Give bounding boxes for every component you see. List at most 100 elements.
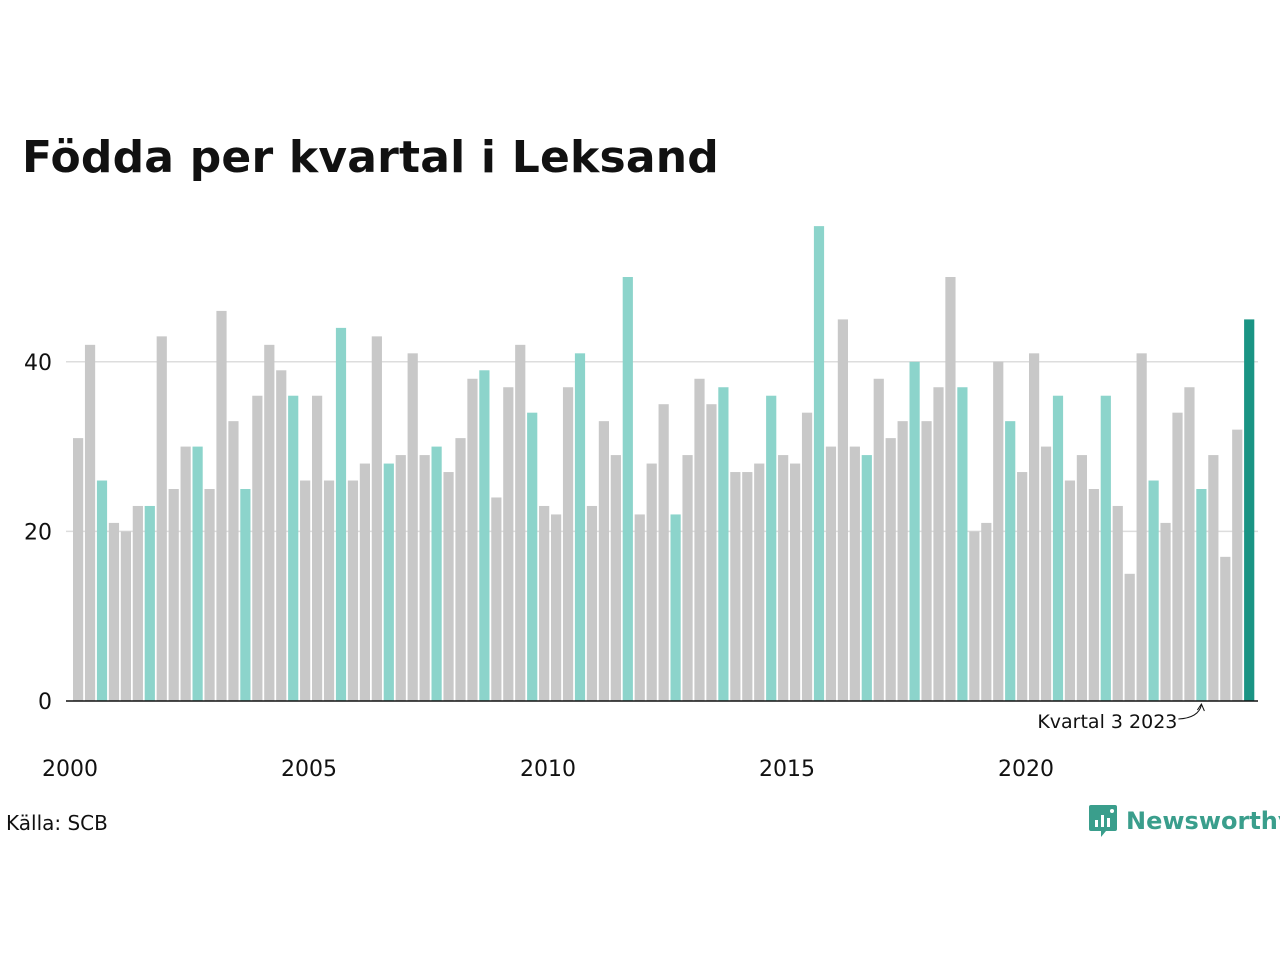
bar-2000-Q1 <box>73 438 84 701</box>
bar-2015-Q4 <box>825 446 837 701</box>
bar-2005-Q1 <box>312 395 323 701</box>
annotation-arrow <box>1178 704 1202 720</box>
bar-2014-Q2 <box>754 463 765 701</box>
bar-2008-Q1 <box>455 438 466 701</box>
bar-2012-Q1 <box>646 463 657 701</box>
bar-2011-Q4 <box>634 514 645 701</box>
annotation: Kvartal 3 2023 <box>1037 702 1205 733</box>
bar-2019-Q2 <box>993 361 1004 701</box>
chart-title: Födda per kvartal i Leksand <box>22 132 719 183</box>
bar-2022-Q2 <box>1136 353 1147 701</box>
bar-2009-Q4 <box>539 505 550 701</box>
bar-2011-Q2 <box>610 455 621 701</box>
bar-2017-Q1 <box>885 438 896 701</box>
y-tick-label: 20 <box>24 520 52 545</box>
bar-2007-Q4 <box>443 472 454 701</box>
bar-2004-Q2 <box>276 370 287 701</box>
bars <box>73 226 1255 701</box>
x-tick-label-2020: 2020 <box>998 757 1054 782</box>
bar-2004-Q4 <box>300 480 311 701</box>
bar-2015-Q3 <box>813 226 825 701</box>
bar-2020-Q4 <box>1064 480 1076 701</box>
bar-2018-Q3 <box>957 387 968 701</box>
bar-2014-Q1 <box>742 472 753 701</box>
bar-2001-Q2 <box>132 505 143 701</box>
bar-2023-Q3 <box>1196 489 1207 701</box>
bar-2012-Q4 <box>682 455 693 701</box>
bar-2012-Q2 <box>658 404 669 701</box>
bar-2015-Q2 <box>801 412 813 701</box>
bar-2016-Q2 <box>849 446 860 701</box>
bar-2020-Q2 <box>1040 446 1052 701</box>
bar-2011-Q3 <box>622 277 633 701</box>
bar-2016-Q1 <box>837 319 848 701</box>
bar-2019-Q1 <box>981 522 992 701</box>
bar-2024-Q3 <box>1244 319 1255 701</box>
bar-2022-Q4 <box>1160 522 1171 701</box>
annotation-arrowhead <box>1196 702 1205 712</box>
bar-2023-Q4 <box>1208 455 1219 701</box>
bar-2010-Q4 <box>586 505 598 701</box>
bar-2010-Q2 <box>562 387 574 701</box>
bar-2017-Q2 <box>897 421 908 701</box>
bar-2019-Q3 <box>1005 421 1016 701</box>
bar-2021-Q2 <box>1088 489 1099 701</box>
brand: Newsworthy <box>1088 804 1280 838</box>
bar-2023-Q1 <box>1172 412 1183 701</box>
bar-2001-Q3 <box>144 505 155 701</box>
bar-2002-Q1 <box>168 489 179 701</box>
bar-2015-Q1 <box>790 463 801 701</box>
bar-2007-Q3 <box>431 446 442 701</box>
bar-2003-Q1 <box>216 310 227 701</box>
annotation-label: Kvartal 3 2023 <box>1037 711 1177 733</box>
bar-2002-Q4 <box>204 489 215 701</box>
bar-2000-Q4 <box>108 522 120 701</box>
bar-2022-Q3 <box>1148 480 1159 701</box>
y-tick-label: 0 <box>38 690 52 715</box>
bar-2013-Q4 <box>730 472 741 701</box>
y-tick-label: 40 <box>24 351 52 376</box>
bar-2007-Q2 <box>419 455 430 701</box>
bar-2014-Q3 <box>766 395 777 701</box>
bar-2024-Q2 <box>1232 429 1243 701</box>
bar-2024-Q1 <box>1220 556 1231 701</box>
bar-2010-Q3 <box>574 353 586 701</box>
bar-2008-Q4 <box>491 497 502 701</box>
bar-2020-Q3 <box>1052 395 1064 701</box>
bar-2018-Q4 <box>969 531 980 701</box>
bar-2005-Q2 <box>323 480 335 701</box>
bar-2018-Q1 <box>933 387 944 701</box>
bar-2003-Q4 <box>252 395 263 701</box>
bar-2004-Q3 <box>288 395 299 701</box>
bar-2011-Q1 <box>598 421 609 701</box>
bar-2019-Q4 <box>1017 472 1028 701</box>
bar-2012-Q3 <box>670 514 681 701</box>
bar-2022-Q1 <box>1124 573 1135 701</box>
bar-2006-Q2 <box>371 336 382 701</box>
newsworthy-logo-icon <box>1089 805 1117 837</box>
bar-2003-Q3 <box>240 489 251 701</box>
bar-2002-Q3 <box>192 446 203 701</box>
bar-2017-Q4 <box>921 421 932 701</box>
bar-2004-Q1 <box>264 344 275 701</box>
bar-2006-Q4 <box>395 455 406 701</box>
x-tick-label-2005: 2005 <box>281 757 337 782</box>
x-tick-label-2000: 2000 <box>42 757 98 782</box>
bar-2003-Q2 <box>228 421 239 701</box>
bar-2017-Q3 <box>909 361 920 701</box>
bar-2001-Q4 <box>156 336 167 701</box>
bar-2021-Q4 <box>1112 505 1123 701</box>
bar-2013-Q1 <box>694 378 705 701</box>
x-tick-label-2010: 2010 <box>520 757 576 782</box>
bar-2016-Q4 <box>873 378 884 701</box>
bar-2020-Q1 <box>1029 353 1040 701</box>
bar-2007-Q1 <box>407 353 418 701</box>
bar-2014-Q4 <box>778 455 789 701</box>
bar-2010-Q1 <box>551 514 562 701</box>
bar-2002-Q2 <box>180 446 191 701</box>
bar-2005-Q4 <box>347 480 359 701</box>
bar-2023-Q2 <box>1184 387 1195 701</box>
bar-2005-Q3 <box>335 327 347 701</box>
bar-2013-Q2 <box>706 404 717 701</box>
bar-2006-Q1 <box>359 463 370 701</box>
